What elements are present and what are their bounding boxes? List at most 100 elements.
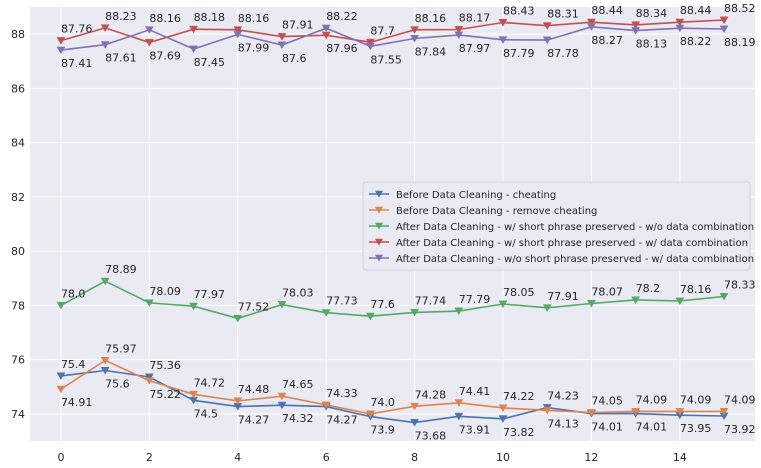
data-label: 74.05 <box>591 395 623 408</box>
x-tick-label: 6 <box>323 451 330 464</box>
data-label: 88.44 <box>591 4 623 17</box>
data-labels: 75.4 75.6 75.36 74.5 74.27 74.32 74.27 73.9 73.6… <box>61 2 756 443</box>
data-point <box>542 304 552 312</box>
data-point <box>675 18 685 27</box>
data-point <box>277 301 287 309</box>
data-label: 74.33 <box>326 387 358 400</box>
x-tick-label: 14 <box>673 451 687 464</box>
series-line <box>60 19 725 44</box>
data-point <box>498 36 508 44</box>
data-label: 88.43 <box>503 4 535 17</box>
data-point <box>631 21 641 29</box>
data-label: 77.74 <box>415 294 447 307</box>
data-point <box>542 406 552 415</box>
data-label: 75.6 <box>105 377 130 390</box>
legend-entry: After Data Cleaning - w/ short phrase pr… <box>369 238 748 249</box>
data-point <box>586 300 596 308</box>
data-point <box>144 373 154 382</box>
series-0 <box>56 367 729 427</box>
data-point <box>631 407 641 416</box>
data-label: 87.7 <box>370 24 395 37</box>
data-point <box>56 46 66 55</box>
data-point <box>454 412 464 421</box>
legend-label: After Data Cleaning - w/ short phrase pr… <box>396 238 748 249</box>
data-point <box>100 277 110 286</box>
y-tick-label: 86 <box>11 82 25 95</box>
data-point <box>454 31 464 40</box>
data-label: 87.99 <box>238 41 270 54</box>
data-label: 88.23 <box>105 10 137 23</box>
data-label: 75.36 <box>149 359 181 372</box>
data-point <box>410 402 420 411</box>
data-label: 78.05 <box>503 286 535 299</box>
data-label: 87.78 <box>547 47 579 60</box>
data-label: 88.34 <box>636 7 668 20</box>
data-label: 74.5 <box>194 407 219 420</box>
data-point <box>675 407 685 416</box>
series-line <box>60 25 725 51</box>
series-line <box>60 359 725 415</box>
data-label: 74.01 <box>636 421 668 434</box>
data-label: 74.91 <box>61 396 93 409</box>
data-point <box>675 24 685 33</box>
data-label: 74.65 <box>282 378 314 391</box>
legend-marker <box>375 254 383 262</box>
legend-marker <box>375 206 383 214</box>
data-label: 78.16 <box>680 283 712 296</box>
data-point <box>586 409 596 417</box>
data-label: 87.69 <box>149 50 181 63</box>
data-label: 88.16 <box>415 12 447 25</box>
data-label: 75.22 <box>149 388 181 401</box>
data-label: 73.82 <box>503 426 535 439</box>
legend-marker <box>375 238 383 246</box>
data-point <box>189 45 199 54</box>
data-label: 73.95 <box>680 422 712 435</box>
data-point <box>233 314 243 323</box>
data-point <box>498 19 508 27</box>
data-label: 73.9 <box>370 424 395 437</box>
series-1 <box>56 356 729 418</box>
data-label: 77.73 <box>326 295 358 308</box>
axis-ticks: 74 76 78 80 82 84 86 88 0 2 4 6 8 10 12 14 <box>11 28 687 464</box>
data-point <box>365 42 375 51</box>
series-layer <box>56 16 729 427</box>
data-point <box>144 377 154 385</box>
data-label: 87.97 <box>459 42 491 55</box>
data-point <box>410 308 420 317</box>
data-point <box>277 392 287 401</box>
data-label: 87.76 <box>61 23 93 36</box>
data-label: 87.41 <box>61 57 93 70</box>
legend-label: After Data Cleaning - w/o short phrase p… <box>396 254 754 265</box>
data-point <box>454 399 464 407</box>
data-point <box>321 24 331 33</box>
data-point <box>498 404 508 413</box>
data-point <box>719 292 729 301</box>
data-point <box>277 33 287 41</box>
x-tick-label: 12 <box>584 451 598 464</box>
data-label: 88.16 <box>238 12 270 25</box>
legend-label: Before Data Cleaning - remove cheating <box>396 206 597 217</box>
data-label: 75.97 <box>105 342 137 355</box>
x-tick-label: 0 <box>57 451 64 464</box>
y-tick-label: 88 <box>11 28 25 41</box>
data-point <box>233 26 243 34</box>
data-label: 77.91 <box>547 290 579 303</box>
data-label: 88.17 <box>459 12 491 25</box>
y-tick-label: 84 <box>11 137 25 150</box>
data-point <box>100 367 110 375</box>
legend-entry: After Data Cleaning - w/ short phrase pr… <box>369 222 754 233</box>
data-label: 75.4 <box>61 358 86 371</box>
legend: Before Data Cleaning - cheating Before Da… <box>362 181 754 271</box>
data-label: 78.33 <box>724 278 756 291</box>
data-point <box>100 24 110 32</box>
x-tick-label: 8 <box>411 451 418 464</box>
data-point <box>586 23 596 31</box>
data-label: 74.27 <box>238 414 270 427</box>
data-label: 88.13 <box>636 38 668 51</box>
data-point <box>365 410 375 418</box>
data-point <box>56 372 66 380</box>
data-label: 74.23 <box>547 390 579 403</box>
data-point <box>321 401 331 410</box>
data-point <box>631 296 641 305</box>
